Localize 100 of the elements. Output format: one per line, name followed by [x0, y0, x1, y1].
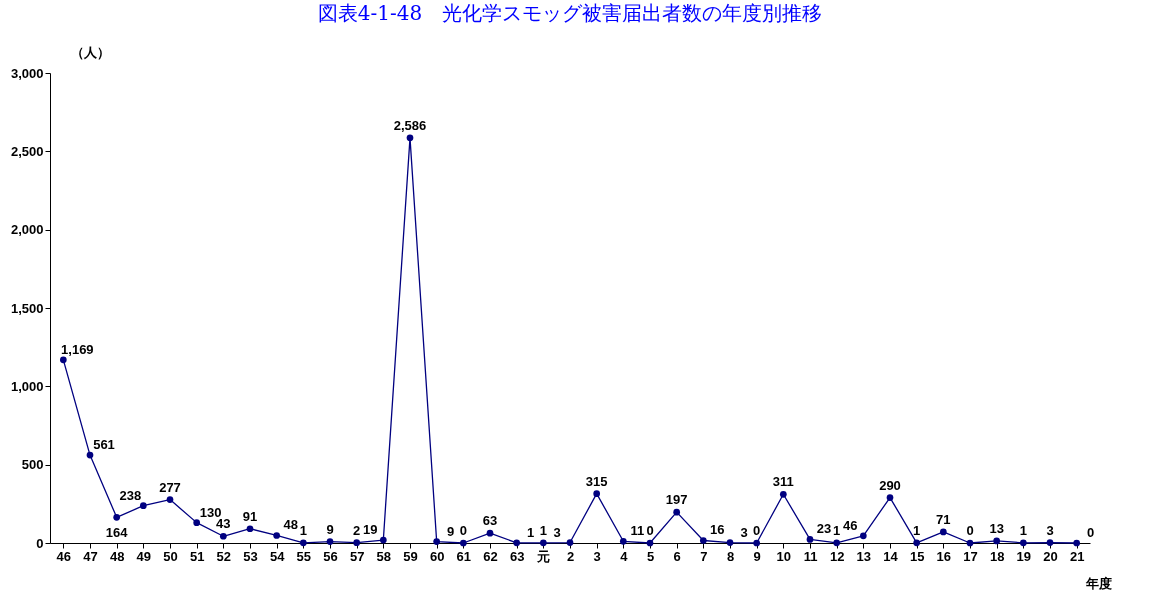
- data-label: 2,586: [393, 117, 427, 133]
- x-tick-label: 2: [566, 548, 575, 564]
- data-label: 1: [527, 524, 535, 540]
- point: [646, 539, 654, 547]
- data-label: 46: [843, 517, 858, 533]
- point: [113, 513, 121, 521]
- data-label: 290: [879, 477, 901, 493]
- point: [806, 536, 814, 543]
- point: [1073, 539, 1081, 547]
- point: [59, 356, 67, 364]
- x-tick-label: 7: [700, 548, 708, 564]
- x-tick-label: 52: [216, 548, 232, 564]
- data-label: 311: [772, 474, 794, 490]
- y-tick-label: 2,000: [10, 222, 44, 238]
- data-label: 11: [630, 523, 645, 539]
- x-tick-label: 56: [323, 548, 338, 564]
- x-tick-label: 55: [296, 548, 312, 564]
- y-tick-label: 1,000: [10, 378, 44, 394]
- chart-title: 図表4‐1‐48 光化学スモッグ被害届出者数の年度別推移: [317, 1, 823, 25]
- data-label: 1: [1019, 522, 1027, 538]
- x-tick-label: 58: [376, 548, 392, 564]
- x-tick-label: 53: [243, 548, 258, 564]
- data-label: 71: [936, 511, 951, 527]
- point: [939, 528, 947, 536]
- x-tick-label: 13: [856, 548, 872, 564]
- x-tick-label: 21: [1069, 548, 1085, 564]
- point: [539, 539, 547, 547]
- point: [379, 536, 387, 544]
- x-tick-label: 14: [883, 548, 899, 564]
- x-tick-label: 5: [646, 548, 655, 564]
- y-tick-label: 500: [21, 457, 44, 473]
- x-tick-label: 16: [936, 548, 952, 564]
- y-tick-label: 3,000: [10, 65, 44, 81]
- point: [273, 532, 281, 539]
- point: [913, 539, 921, 547]
- data-label: 9: [326, 521, 334, 537]
- data-label: 277: [159, 479, 181, 495]
- data-label: 9: [447, 523, 455, 539]
- x-tick-label: 57: [349, 548, 365, 564]
- x-tick-label: 51: [189, 548, 205, 564]
- data-label: 0: [966, 523, 974, 538]
- point: [219, 532, 227, 540]
- point: [406, 134, 414, 142]
- data-label: 48: [283, 517, 298, 533]
- x-tick-label: 9: [753, 548, 761, 564]
- data-label: 1: [833, 522, 841, 538]
- point: [993, 537, 1001, 545]
- point: [966, 539, 974, 547]
- point: [1046, 539, 1054, 546]
- point: [486, 529, 494, 537]
- data-label: 197: [665, 492, 688, 508]
- point: [459, 539, 467, 547]
- data-label: 561: [93, 437, 115, 453]
- point: [779, 490, 787, 498]
- point: [433, 538, 441, 545]
- x-tick-label: 12: [829, 548, 845, 564]
- x-tick-label: 50: [163, 548, 178, 564]
- data-label: 238: [119, 487, 142, 503]
- x-tick-label: 18: [989, 548, 1005, 564]
- data-label: 3: [553, 524, 561, 540]
- x-tick-label: 15: [909, 548, 925, 564]
- x-tick-label: 59: [403, 548, 418, 564]
- point: [726, 539, 734, 546]
- data-label: 1: [299, 522, 307, 538]
- data-label: 0: [646, 523, 654, 538]
- x-axis-title: 年度: [1084, 575, 1112, 591]
- x-tick-label: 60: [429, 548, 445, 564]
- point: [753, 539, 761, 547]
- x-tick-label: 6: [673, 548, 681, 564]
- data-label: 315: [585, 473, 608, 489]
- data-label: 164: [105, 525, 129, 541]
- point: [593, 490, 601, 497]
- x-tick-label: 10: [776, 548, 792, 564]
- point: [353, 539, 361, 547]
- data-label: 1: [539, 522, 547, 538]
- point: [193, 519, 201, 526]
- point: [619, 537, 627, 545]
- x-tick-label: 47: [83, 548, 98, 564]
- x-tick-label: 46: [56, 548, 72, 564]
- y-tick-label: 1,500: [10, 300, 44, 316]
- data-label: 23: [816, 521, 832, 537]
- data-label: 3: [740, 524, 748, 540]
- point: [673, 508, 681, 516]
- x-tick-label: 20: [1043, 548, 1058, 564]
- data-label: 91: [242, 508, 258, 524]
- x-tick-label: 54: [269, 548, 286, 564]
- y-tick-label: 2,500: [10, 143, 44, 159]
- x-tick-label: 63: [509, 548, 525, 564]
- data-label: 0: [1087, 525, 1095, 540]
- x-tick-label: 19: [1016, 548, 1032, 564]
- data-label: 1: [913, 522, 921, 538]
- data-label: 63: [482, 513, 498, 529]
- y-tick-label: 0: [36, 535, 44, 551]
- x-tick-label: 元: [536, 548, 551, 564]
- x-tick-label: 8: [726, 548, 735, 564]
- x-tick-label: 17: [963, 548, 978, 564]
- point: [833, 539, 841, 547]
- x-tick-label: 48: [109, 548, 125, 564]
- point: [1019, 539, 1027, 547]
- data-label: 0: [753, 523, 761, 538]
